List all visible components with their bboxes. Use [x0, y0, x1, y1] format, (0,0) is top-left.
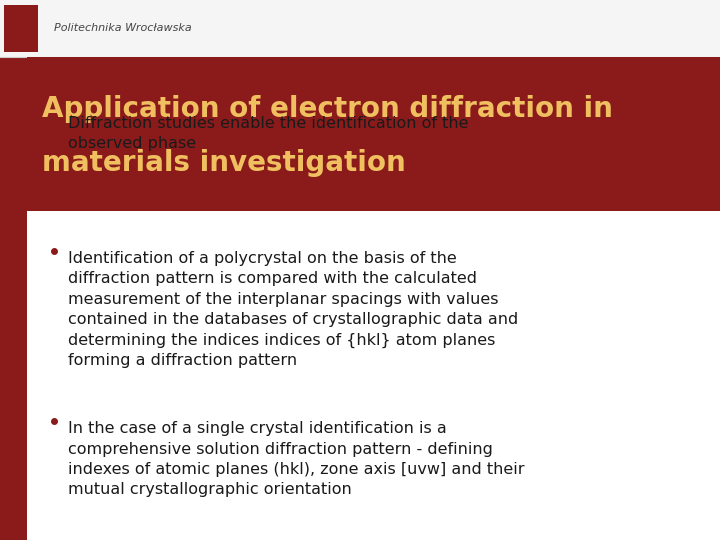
- Bar: [4, 5, 38, 52]
- Text: Identification of a polycrystal on the basis of the
diffraction pattern is compa: Identification of a polycrystal on the b…: [68, 251, 518, 368]
- Text: Application of electron diffraction in: Application of electron diffraction in: [42, 96, 613, 123]
- Bar: [27, 211, 720, 540]
- Bar: [0, 57, 27, 540]
- Bar: [0, 0, 720, 57]
- Text: Diffraction studies enable the identification of the
observed phase: Diffraction studies enable the identific…: [68, 116, 469, 152]
- Text: materials investigation: materials investigation: [42, 150, 405, 177]
- Text: In the case of a single crystal identification is a
comprehensive solution diffr: In the case of a single crystal identifi…: [68, 421, 525, 497]
- Text: Politechnika Wrocławska: Politechnika Wrocławska: [54, 23, 192, 33]
- Bar: [27, 57, 720, 211]
